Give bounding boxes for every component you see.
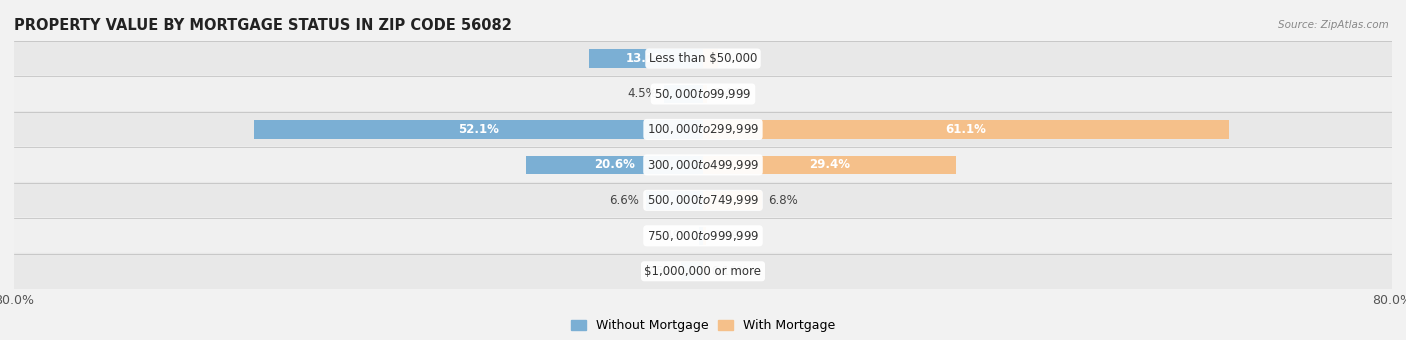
Bar <box>703 156 956 174</box>
Text: 20.6%: 20.6% <box>593 158 634 171</box>
Text: 0.19%: 0.19% <box>711 265 749 278</box>
FancyBboxPatch shape <box>14 75 1392 113</box>
Text: 29.4%: 29.4% <box>808 158 851 171</box>
Text: $1,000,000 or more: $1,000,000 or more <box>644 265 762 278</box>
Bar <box>703 120 1229 139</box>
Text: $50,000 to $99,999: $50,000 to $99,999 <box>654 87 752 101</box>
FancyBboxPatch shape <box>14 111 1392 148</box>
Bar <box>703 49 717 68</box>
Text: 13.2%: 13.2% <box>626 52 666 65</box>
Bar <box>664 85 703 103</box>
FancyBboxPatch shape <box>14 147 1392 183</box>
Bar <box>703 262 704 280</box>
FancyBboxPatch shape <box>14 253 1392 290</box>
Text: $500,000 to $749,999: $500,000 to $749,999 <box>647 193 759 207</box>
Bar <box>254 120 703 139</box>
FancyBboxPatch shape <box>14 40 1392 77</box>
FancyBboxPatch shape <box>14 182 1392 219</box>
Text: 0.49%: 0.49% <box>655 229 692 242</box>
Text: PROPERTY VALUE BY MORTGAGE STATUS IN ZIP CODE 56082: PROPERTY VALUE BY MORTGAGE STATUS IN ZIP… <box>14 18 512 33</box>
Bar <box>703 226 706 245</box>
Bar <box>699 226 703 245</box>
Text: $300,000 to $499,999: $300,000 to $499,999 <box>647 158 759 172</box>
Text: 2.5%: 2.5% <box>645 265 675 278</box>
Text: 0.44%: 0.44% <box>714 87 751 101</box>
Text: 6.6%: 6.6% <box>609 194 640 207</box>
Text: 1.7%: 1.7% <box>724 52 755 65</box>
Text: Less than $50,000: Less than $50,000 <box>648 52 758 65</box>
Text: 0.39%: 0.39% <box>713 229 751 242</box>
Text: $100,000 to $299,999: $100,000 to $299,999 <box>647 122 759 136</box>
Text: 6.8%: 6.8% <box>769 194 799 207</box>
Bar <box>703 85 707 103</box>
Bar <box>647 191 703 209</box>
Bar <box>526 156 703 174</box>
Text: Source: ZipAtlas.com: Source: ZipAtlas.com <box>1278 20 1389 30</box>
Text: 4.5%: 4.5% <box>627 87 658 101</box>
FancyBboxPatch shape <box>14 217 1392 254</box>
Legend: Without Mortgage, With Mortgage: Without Mortgage, With Mortgage <box>565 314 841 337</box>
Text: 52.1%: 52.1% <box>458 123 499 136</box>
Bar <box>589 49 703 68</box>
Bar <box>682 262 703 280</box>
Text: 61.1%: 61.1% <box>946 123 987 136</box>
Bar <box>703 191 762 209</box>
Text: $750,000 to $999,999: $750,000 to $999,999 <box>647 229 759 243</box>
